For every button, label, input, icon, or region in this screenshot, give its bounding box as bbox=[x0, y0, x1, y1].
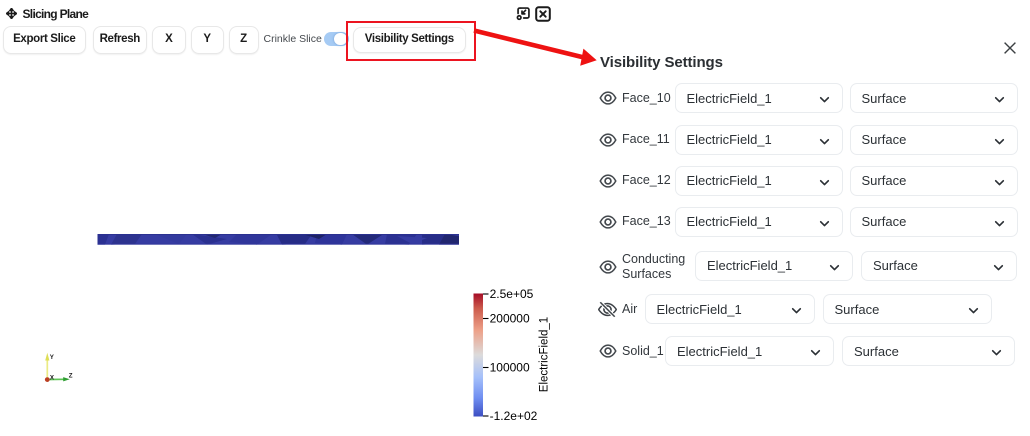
svg-text:200000: 200000 bbox=[490, 312, 530, 326]
svg-text:100000: 100000 bbox=[490, 361, 530, 375]
svg-text:2.5e+05: 2.5e+05 bbox=[490, 287, 534, 301]
svg-text:-1.2e+02: -1.2e+02 bbox=[490, 409, 538, 423]
svg-text:Y: Y bbox=[50, 354, 55, 361]
svg-text:Z: Z bbox=[69, 373, 73, 380]
svg-text:X: X bbox=[50, 374, 55, 381]
svg-text:ElectricField_1: ElectricField_1 bbox=[539, 317, 551, 392]
